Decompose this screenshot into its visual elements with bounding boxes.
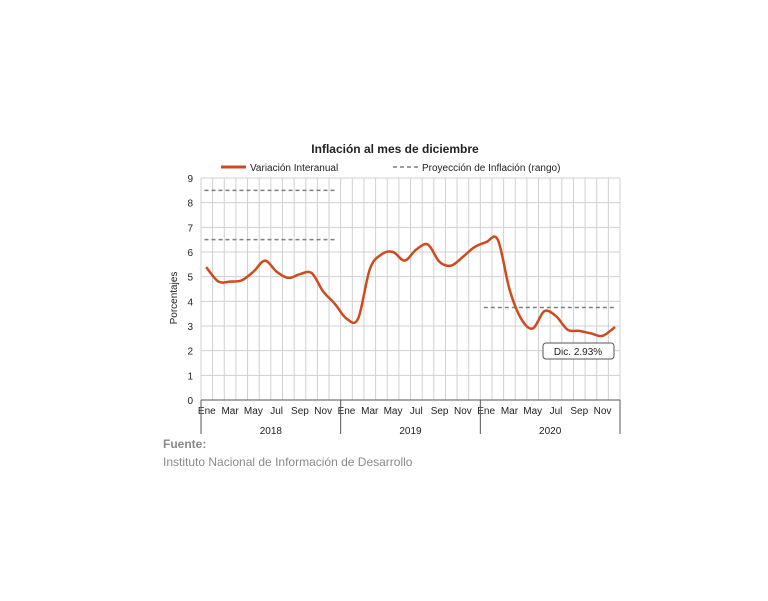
- data-point: [229, 280, 231, 282]
- data-point: [275, 271, 277, 273]
- data-point: [322, 290, 324, 292]
- x-tick-label: Jul: [410, 406, 423, 417]
- data-point: [497, 238, 499, 240]
- data-point: [508, 288, 510, 290]
- data-point: [473, 246, 475, 248]
- legend: Variación Interanual Proyección de Infla…: [221, 163, 560, 174]
- data-point: [543, 310, 545, 312]
- data-point: [520, 317, 522, 319]
- y-tick-label: 2: [187, 347, 193, 358]
- x-tick-label: Jul: [270, 406, 283, 417]
- x-tick-label: Nov: [594, 406, 612, 417]
- y-tick-label: 9: [187, 174, 193, 185]
- x-tick-label: Mar: [221, 406, 239, 417]
- data-point: [345, 317, 347, 319]
- data-point: [310, 272, 312, 274]
- data-point: [217, 280, 219, 282]
- source-label: Fuente:: [163, 437, 207, 451]
- data-point: [601, 335, 603, 337]
- x-tick-label: Ene: [477, 406, 495, 417]
- x-tick-label: Ene: [338, 406, 356, 417]
- data-point: [532, 327, 534, 329]
- projection-bands: [204, 189, 617, 309]
- x-tick-label: Sep: [431, 406, 449, 417]
- axes: 0 1 2 3 4 5 6 7 8 9 Ene Mar May Jul Sep Nov Ene Mar May Jul…: [187, 174, 621, 437]
- x-tick-label: Jul: [550, 406, 563, 417]
- x-tick-label: Mar: [501, 406, 519, 417]
- x-tick-label: Nov: [454, 406, 472, 417]
- x-tick-label: May: [523, 406, 542, 417]
- data-point: [252, 271, 254, 273]
- y-tick-label: 6: [187, 248, 193, 259]
- grid: [200, 177, 621, 401]
- x-tick-label: Sep: [570, 406, 588, 417]
- data-point: [241, 279, 243, 281]
- y-tick-label: 7: [187, 223, 193, 234]
- source-text: Instituto Nacional de Información de Des…: [163, 455, 413, 469]
- data-point: [427, 243, 429, 245]
- y-tick-label: 5: [187, 273, 193, 284]
- y-tick-label: 4: [187, 297, 193, 308]
- data-point: [299, 273, 301, 275]
- x-tick-label: Mar: [361, 406, 379, 417]
- data-point: [462, 256, 464, 258]
- x-tick-label: Ene: [198, 406, 216, 417]
- x-tick-label: Sep: [291, 406, 309, 417]
- x-tick-label: May: [384, 406, 403, 417]
- series-line: [205, 235, 616, 338]
- annotation: Dic. 2.93%: [542, 342, 615, 360]
- data-point: [357, 317, 359, 319]
- y-axis-label: Porcentajes: [169, 272, 180, 325]
- chart-title: Inflación al mes de diciembre: [311, 142, 479, 156]
- data-point: [264, 259, 266, 261]
- x-tick-label: May: [244, 406, 263, 417]
- data-point: [450, 264, 452, 266]
- data-point: [485, 241, 487, 243]
- y-tick-label: 1: [187, 371, 193, 382]
- data-point: [206, 267, 208, 269]
- year-label: 2019: [399, 426, 422, 437]
- legend-label-proyeccion: Proyección de Inflación (rango): [422, 163, 560, 174]
- year-label: 2018: [260, 426, 283, 437]
- data-point: [287, 277, 289, 279]
- annotation-box: [542, 342, 615, 360]
- year-label: 2020: [539, 426, 562, 437]
- y-tick-label: 3: [187, 322, 193, 333]
- data-point: [590, 332, 592, 334]
- y-tick-label: 0: [187, 396, 193, 407]
- data-point: [438, 261, 440, 263]
- data-point: [555, 315, 557, 317]
- data-point: [415, 248, 417, 250]
- data-point: [578, 330, 580, 332]
- data-point: [566, 329, 568, 331]
- data-point: [613, 327, 615, 329]
- y-tick-label: 8: [187, 199, 193, 210]
- legend-label-variacion: Variación Interanual: [250, 163, 338, 174]
- data-point: [403, 259, 405, 261]
- data-point: [334, 303, 336, 305]
- data-point: [369, 268, 371, 270]
- annotation-label: Dic. 2.93%: [554, 347, 602, 358]
- x-tick-label: Nov: [314, 406, 332, 417]
- data-point: [380, 253, 382, 255]
- series-path-variacion: [205, 235, 616, 338]
- data-point: [392, 251, 394, 253]
